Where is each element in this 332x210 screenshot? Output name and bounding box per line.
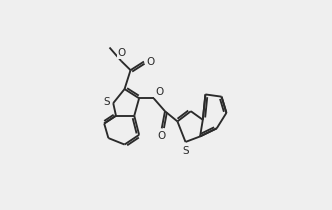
Text: S: S bbox=[103, 97, 110, 108]
Text: S: S bbox=[182, 146, 189, 156]
Text: O: O bbox=[146, 56, 154, 67]
Text: O: O bbox=[158, 131, 166, 141]
Text: O: O bbox=[156, 87, 164, 97]
Text: O: O bbox=[117, 48, 125, 58]
